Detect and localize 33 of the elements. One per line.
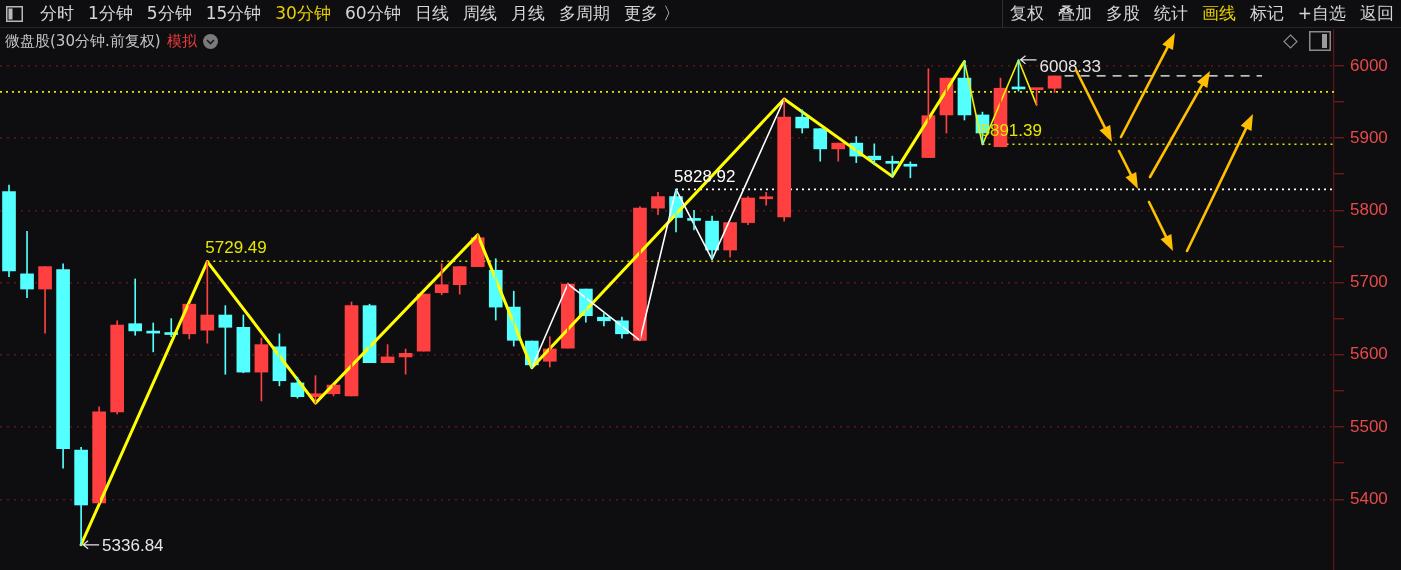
y-tick-label: 5400 — [1350, 488, 1388, 508]
text: +自选 — [1296, 2, 1347, 25]
text: 月线 — [509, 2, 546, 25]
annotation: 6008.33 — [1039, 56, 1101, 76]
text: 标记 — [1248, 2, 1285, 25]
text: 5分钟 — [145, 2, 193, 25]
text: 画线 — [1200, 2, 1237, 25]
text: 1分钟 — [87, 2, 134, 25]
y-tick-label: 6000 — [1350, 55, 1388, 75]
text: 更多 〉 — [622, 2, 681, 25]
text: 叠加 — [1056, 2, 1093, 25]
y-tick-label: 5900 — [1350, 127, 1388, 147]
text: 周线 — [461, 2, 498, 25]
candlestick — [561, 283, 575, 349]
text: 30分钟 — [274, 2, 332, 25]
annotation: 5336.84 — [102, 535, 164, 555]
text: 复权 — [1008, 2, 1045, 25]
text: 返回 — [1359, 2, 1395, 25]
y-tick-label: 5600 — [1350, 344, 1388, 364]
text: 多股 — [1104, 2, 1141, 25]
text: 日线 — [413, 2, 450, 25]
ref-line-label: 5729.49 — [205, 238, 267, 258]
text: 15分钟 — [204, 2, 263, 25]
y-tick-label: 5500 — [1350, 416, 1388, 436]
y-tick-label: 5800 — [1350, 199, 1388, 219]
text: 多周期 — [557, 2, 611, 25]
text: 60分钟 — [343, 2, 402, 25]
chart-subtitle: 模拟 — [166, 31, 197, 51]
text: 分时 — [39, 2, 75, 25]
chart-title: 微盘股(30分钟.前复权) — [5, 31, 161, 51]
candlestick — [759, 191, 773, 206]
y-tick-label: 5700 — [1350, 272, 1388, 292]
text: 统计 — [1152, 2, 1189, 25]
